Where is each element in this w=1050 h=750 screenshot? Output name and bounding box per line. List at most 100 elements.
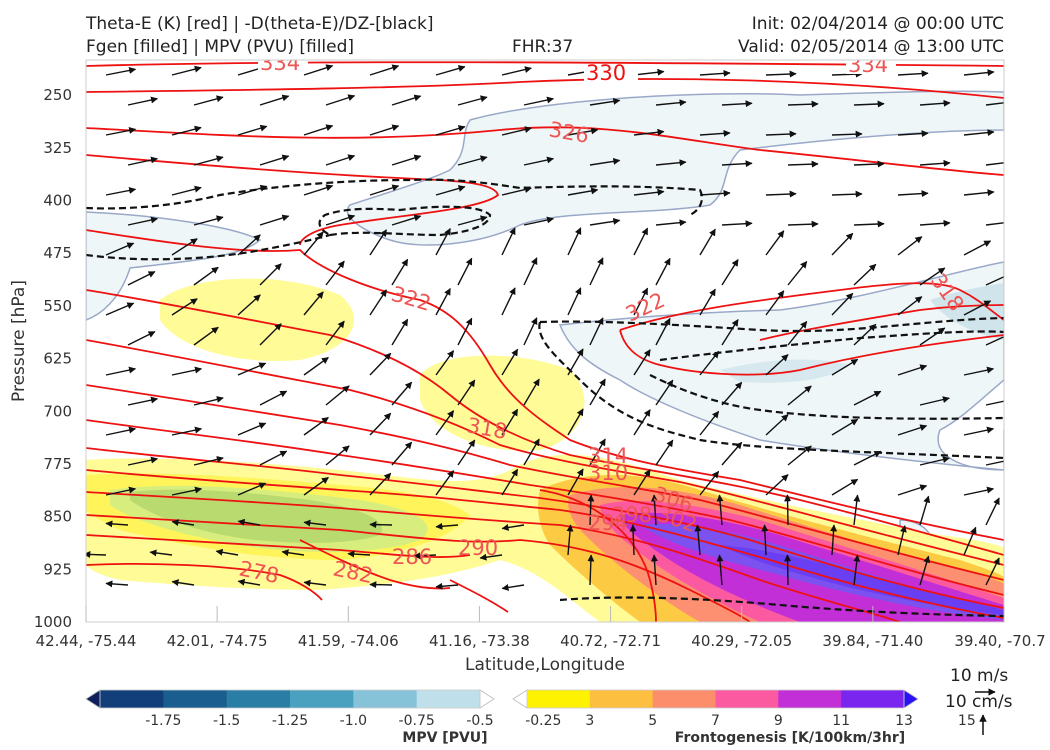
wind-vector [985,222,1004,226]
wind-vector [919,159,951,167]
wind-vector [303,476,329,496]
wind-vector [303,124,334,136]
wind-vector [633,68,665,76]
wind-vector [193,455,224,466]
wind-vector [919,555,931,586]
wind-vector [237,578,261,586]
wind-vector [523,257,538,286]
wind-vector [787,160,819,168]
wind-vector [633,128,665,136]
wind-vector [523,317,538,346]
wind-vector [655,317,671,346]
y-tick-label: 475 [43,244,72,262]
wind-vector [589,438,606,466]
static-stability-contours [86,178,1004,618]
y-tick-label: 550 [43,297,72,315]
wind-vector [369,229,387,256]
wind-vector [721,319,739,346]
colorbar-frame [526,689,905,709]
wind-vector [853,160,885,168]
wind-vector [171,366,203,376]
wind-vector [413,552,437,560]
colorbar-swatch [353,690,418,708]
wind-vector [501,584,525,591]
wind-vector [105,486,137,496]
wind-vector [919,219,951,227]
wind-vector [853,390,882,406]
wind-vector [567,408,584,436]
wind-vector [435,287,451,316]
wind-vector [259,390,288,406]
wind-vector [919,456,950,466]
wind-vector [501,126,532,136]
wind-vector [105,366,137,376]
wind-vector [919,396,950,406]
x-axis-label: Latitude,Longitude [465,655,625,675]
wind-vector [787,445,812,466]
wind-vector [699,288,716,316]
wind-vector [193,395,224,406]
wind-vector [237,518,261,526]
colorbar-tick-label: 9 [774,713,783,729]
wind-vector [171,298,198,316]
wind-vector [369,412,392,436]
colorbar-tick-label: 3 [585,713,594,729]
wind-vector [963,189,995,197]
wind-vector [919,267,946,286]
x-tick-label: 42.44, -75.44 [36,632,137,650]
wind-vector [523,378,540,406]
wind-vector [435,470,455,496]
colorbar-tick-label: -1.75 [145,713,181,729]
wind-vectors [86,64,1004,591]
wind-vector [127,96,159,106]
wind-vector [787,321,808,346]
wind-vector [391,441,413,466]
fgen-colorbar: 3 5 7 9 11 13 15 [512,689,976,729]
wind-vector [655,379,674,406]
wind-vector [761,524,769,556]
x-tick-label: 41.59, -74.06 [298,632,399,650]
wind-vector [633,287,649,316]
wind-vector [457,215,488,226]
wind-vector [589,217,621,226]
wind-vector [171,185,202,196]
colorbar-tick-label: -1.5 [213,713,240,729]
init-time: Init: 02/04/2014 @ 00:00 UTC [751,14,1004,34]
wind-vector [435,582,459,590]
wind-vector [171,65,202,76]
theta-e-label: 290 [458,536,498,560]
wind-vector [831,418,859,436]
wind-vector [853,554,861,586]
wind-vector [633,227,649,256]
colorbar-frame [99,689,481,709]
wind-vector [853,263,877,286]
wind-vector [259,450,288,466]
y-tick-label: 1000 [34,613,72,631]
wind-vector [765,230,785,256]
plot-frame [85,59,1005,623]
wind-vector [237,422,267,436]
theta-e-label: 298 [612,503,652,527]
wind-vector [919,99,951,107]
wind-vector [325,94,356,106]
wind-vector [281,549,305,557]
y-tick-label: 850 [43,508,72,526]
wind-vector [589,378,606,406]
x-tick-label: 39.84, -71.40 [822,632,923,650]
wind-vector [501,348,519,376]
wind-vector [303,231,324,256]
wind-vector [523,156,555,166]
wind-key-horizontal: 10 m/s [950,666,1008,686]
wind-vector [566,524,574,556]
colorbar-tick-label: -0.75 [399,713,435,729]
wind-vector [721,220,753,228]
colorbar-arrow [512,689,528,709]
wind-vector [787,100,819,108]
wind-vector [831,190,863,198]
wind-vector [501,186,532,196]
wind-vector [215,548,239,556]
wind-vector [699,410,720,436]
wind-vector [457,257,473,286]
wind-vector [633,349,651,376]
mpv-colorbar: -1.75 -1.5 -1.25 -1.0 -0.75 -0.5 -0.25 [85,689,561,729]
